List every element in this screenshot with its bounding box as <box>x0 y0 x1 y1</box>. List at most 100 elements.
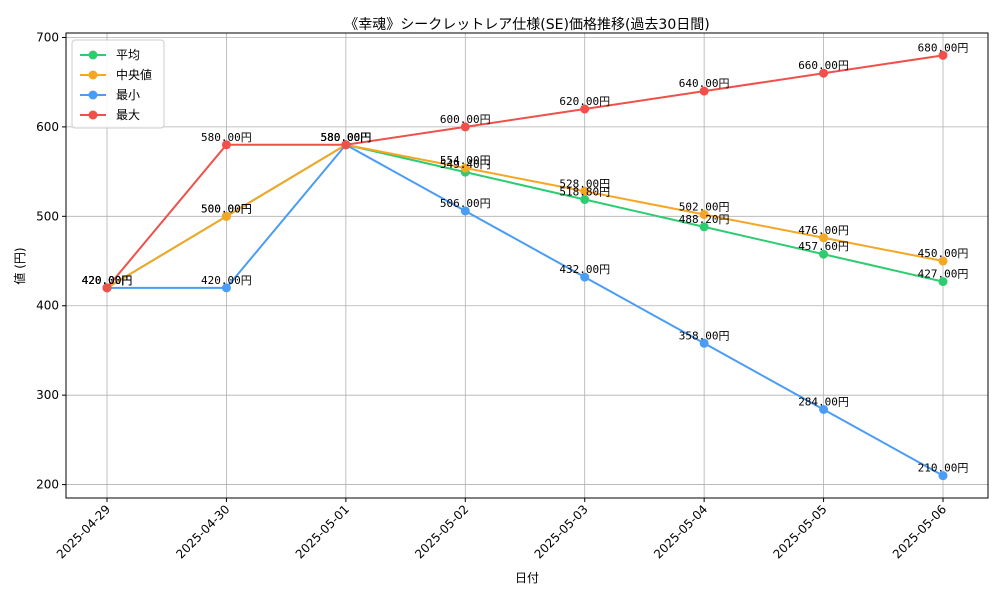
data-label: 420.00円 <box>82 274 133 287</box>
legend-label: 中央値 <box>116 67 152 82</box>
data-point <box>819 233 829 243</box>
data-label: 580.00円 <box>320 131 371 144</box>
legend-marker <box>88 50 98 60</box>
legend-marker <box>88 90 98 100</box>
data-label: 210.00円 <box>918 462 969 475</box>
data-point <box>699 222 709 232</box>
data-label: 518.80円 <box>559 186 610 199</box>
data-point <box>580 272 590 282</box>
plot-frame <box>65 32 989 499</box>
data-label: 358.00円 <box>679 329 730 342</box>
data-point <box>460 122 470 132</box>
data-label: 432.00円 <box>559 263 610 276</box>
data-label: 284.00円 <box>798 395 849 408</box>
y-tick-label: 300 <box>36 388 59 402</box>
data-point <box>699 210 709 220</box>
data-point <box>699 86 709 96</box>
data-point <box>221 211 231 221</box>
data-point <box>221 283 231 293</box>
legend-marker <box>88 70 98 80</box>
legend-label: 最大 <box>116 108 140 122</box>
y-tick-label: 700 <box>36 30 59 44</box>
data-point <box>938 256 948 266</box>
legend-item: 中央値 <box>80 67 152 82</box>
data-label: 660.00円 <box>798 59 849 72</box>
data-label: 580.00円 <box>201 131 252 144</box>
data-point <box>341 140 351 150</box>
data-labels: 420.00円 500.00円 580.00円 549.40円 518.80円 488.2… <box>82 41 969 474</box>
y-axis-title: 値 (円) <box>12 247 27 284</box>
data-label: 420.00円 <box>201 274 252 287</box>
data-label: 620.00円 <box>559 95 610 108</box>
data-point <box>938 471 948 481</box>
x-axis: 2025-04-29 2025-04-30 2025-05-01 2025-05-02… <box>54 498 949 561</box>
series-layer <box>102 50 948 481</box>
legend-item: 最小 <box>80 88 140 102</box>
y-tick-label: 200 <box>36 478 59 492</box>
data-point <box>938 50 948 60</box>
series-最小 <box>102 140 948 481</box>
data-point <box>938 277 948 287</box>
x-tick-label: 2025-05-04 <box>651 502 710 561</box>
grid <box>66 33 988 498</box>
data-label: 476.00円 <box>798 224 849 237</box>
y-tick-label: 400 <box>36 299 59 313</box>
data-point <box>580 186 590 196</box>
x-axis-title: 日付 <box>515 571 539 585</box>
series-line <box>107 143 944 477</box>
legend-item: 最大 <box>80 108 140 122</box>
legend-box <box>71 39 165 129</box>
data-label: 600.00円 <box>440 113 491 126</box>
x-tick-label: 2025-05-01 <box>293 502 352 561</box>
data-label: 580.00円 <box>320 131 371 144</box>
legend-label: 最小 <box>116 88 140 102</box>
data-label: 488.20円 <box>679 213 730 226</box>
data-label: 549.40円 <box>440 158 491 171</box>
series-line <box>106 54 944 289</box>
chart-title: 《幸魂》シークレットレア仕様(SE)価格推移(過去30日間) <box>344 17 709 33</box>
data-label: 640.00円 <box>679 77 730 90</box>
y-tick-label: 600 <box>36 120 59 134</box>
data-label: 427.00円 <box>918 268 969 281</box>
data-label: 580.00円 <box>320 131 371 144</box>
x-tick-label: 2025-04-30 <box>173 502 232 561</box>
data-point <box>460 163 470 173</box>
x-tick-label: 2025-05-06 <box>890 502 949 561</box>
x-tick-label: 2025-04-29 <box>54 502 113 561</box>
data-label: 450.00円 <box>918 247 969 260</box>
data-label: 580.00円 <box>320 131 371 144</box>
x-tick-label: 2025-05-02 <box>412 502 471 561</box>
data-label: 502.00円 <box>679 201 730 214</box>
data-point <box>819 404 829 414</box>
data-label: 420.00円 <box>82 274 133 287</box>
data-label: 500.00円 <box>201 202 252 215</box>
data-label: 506.00円 <box>440 197 491 210</box>
data-label: 457.60円 <box>798 240 849 253</box>
y-axis: 200 300 400 500 600 700 <box>36 30 66 492</box>
legend-marker <box>88 110 98 120</box>
data-point <box>460 206 470 216</box>
data-point <box>221 140 231 150</box>
data-point <box>699 338 709 348</box>
data-point <box>819 68 829 78</box>
x-tick-label: 2025-05-03 <box>532 502 591 561</box>
data-label: 680.00円 <box>918 41 969 54</box>
data-label: 420.00円 <box>82 274 133 287</box>
y-tick-label: 500 <box>36 209 59 223</box>
data-label: 420.00円 <box>82 274 133 287</box>
x-tick-label: 2025-05-05 <box>770 502 829 561</box>
data-point <box>580 195 590 205</box>
data-point <box>819 249 829 259</box>
data-label: 528.00円 <box>559 177 610 190</box>
legend-label: 平均 <box>116 48 140 62</box>
data-point <box>580 104 590 114</box>
series-line <box>106 143 944 289</box>
series-最大 <box>102 50 948 293</box>
legend-item: 平均 <box>80 48 140 62</box>
data-label: 500.00円 <box>201 202 252 215</box>
data-point <box>102 283 112 293</box>
data-label: 554.00円 <box>440 154 491 167</box>
